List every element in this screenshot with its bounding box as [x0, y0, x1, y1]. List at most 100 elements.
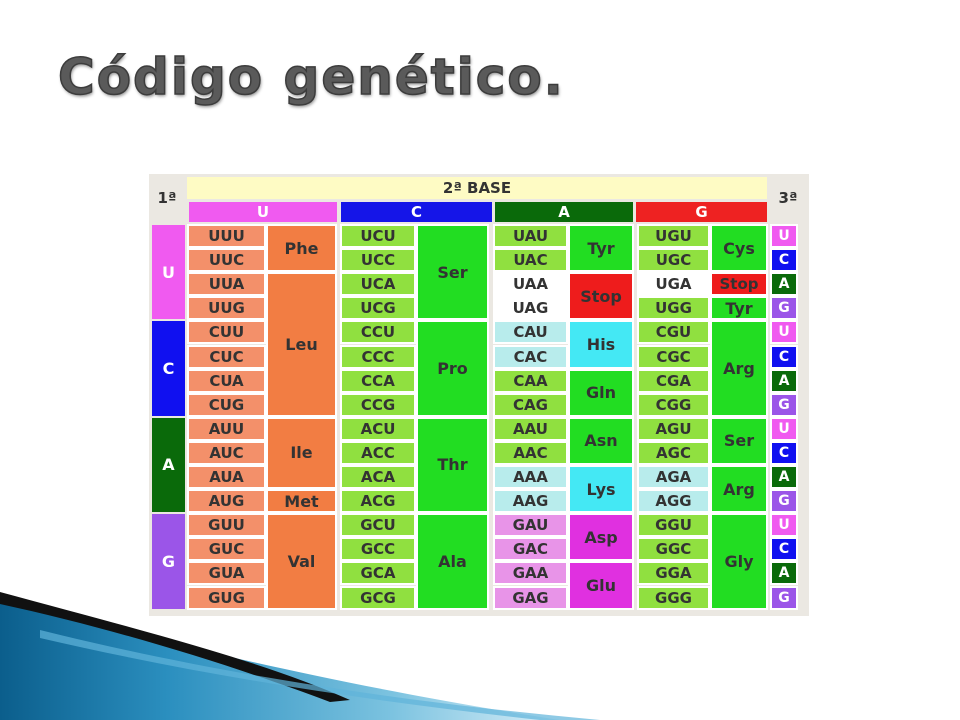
codon-agg: AGG [637, 489, 710, 514]
third-base-u: U [770, 513, 798, 538]
third-base-c: C [770, 537, 798, 562]
codon-uag: UAG [493, 296, 568, 321]
amino-acid-stop: Stop [710, 272, 768, 297]
amino-acid-ile: Ile [266, 416, 337, 490]
codon-guc: GUC [187, 537, 266, 562]
third-base-c: C [770, 344, 798, 369]
codon-gcc: GCC [340, 537, 416, 562]
codon-ucg: UCG [340, 296, 416, 321]
third-base-a: A [770, 561, 798, 586]
amino-acid-leu: Leu [266, 272, 337, 417]
codon-cag: CAG [493, 392, 568, 417]
corner-first-base: 1ª [149, 174, 185, 222]
first-base-a: A [152, 417, 185, 513]
codon-cgu: CGU [637, 320, 710, 345]
amino-acid-tyr: Tyr [710, 296, 768, 321]
third-base-u: U [770, 320, 798, 345]
third-base-g: G [770, 392, 798, 417]
codon-gcu: GCU [340, 513, 416, 538]
codon-caa: CAA [493, 368, 568, 393]
amino-acid-ala: Ala [416, 513, 489, 610]
codon-gau: GAU [493, 513, 568, 538]
codon-cgc: CGC [637, 344, 710, 369]
third-base-a: A [770, 368, 798, 393]
second-base-g: G [636, 202, 767, 222]
codon-aag: AAG [493, 489, 568, 514]
amino-acid-ser: Ser [416, 224, 489, 321]
codon-cuc: CUC [187, 344, 266, 369]
third-base-c: C [770, 440, 798, 465]
codon-uau: UAU [493, 224, 568, 249]
codon-ccc: CCC [340, 344, 416, 369]
amino-acid-lys: Lys [568, 465, 634, 514]
codon-uca: UCA [340, 272, 416, 297]
codon-ggu: GGU [637, 513, 710, 538]
third-base-a: A [770, 465, 798, 490]
codon-gag: GAG [493, 585, 568, 610]
codon-ucc: UCC [340, 248, 416, 273]
second-base-header: 2ª BASE [187, 177, 767, 199]
codon-gua: GUA [187, 561, 266, 586]
third-base-g: G [770, 489, 798, 514]
codon-gga: GGA [637, 561, 710, 586]
third-base-a: A [770, 272, 798, 297]
codon-aug: AUG [187, 489, 266, 514]
decorative-wave-graphic [0, 592, 600, 720]
codon-auu: AUU [187, 416, 266, 441]
codon-ggg: GGG [637, 585, 710, 610]
codon-cua: CUA [187, 368, 266, 393]
amino-acid-stop: Stop [568, 272, 634, 321]
codon-uuc: UUC [187, 248, 266, 273]
amino-acid-asn: Asn [568, 416, 634, 465]
codon-ucu: UCU [340, 224, 416, 249]
third-base-g: G [770, 585, 798, 610]
codon-ugu: UGU [637, 224, 710, 249]
third-base-c: C [770, 248, 798, 273]
codon-gaa: GAA [493, 561, 568, 586]
codon-cga: CGA [637, 368, 710, 393]
codon-aua: AUA [187, 465, 266, 490]
first-base-g: G [152, 514, 185, 609]
codon-ugc: UGC [637, 248, 710, 273]
amino-acid-met: Met [266, 489, 337, 514]
amino-acid-asp: Asp [568, 513, 634, 562]
codon-cca: CCA [340, 368, 416, 393]
codon-uac: UAC [493, 248, 568, 273]
codon-gcg: GCG [340, 585, 416, 610]
third-base-u: U [770, 416, 798, 441]
first-base-c: C [152, 321, 185, 416]
second-base-a: A [495, 202, 633, 222]
codon-ccg: CCG [340, 392, 416, 417]
amino-acid-glu: Glu [568, 561, 634, 610]
codon-aac: AAC [493, 440, 568, 465]
codon-guu: GUU [187, 513, 266, 538]
amino-acid-phe: Phe [266, 224, 337, 273]
codon-gca: GCA [340, 561, 416, 586]
amino-acid-arg: Arg [710, 320, 768, 417]
second-base-c: C [341, 202, 492, 222]
amino-acid-gln: Gln [568, 368, 634, 417]
amino-acid-arg: Arg [710, 465, 768, 514]
codon-uaa: UAA [493, 272, 568, 297]
codon-ccu: CCU [340, 320, 416, 345]
codon-uga: UGA [637, 272, 710, 297]
amino-acid-thr: Thr [416, 416, 489, 514]
codon-cau: CAU [493, 320, 568, 345]
third-base-u: U [770, 224, 798, 249]
codon-uug: UUG [187, 296, 266, 321]
codon-agu: AGU [637, 416, 710, 441]
amino-acid-val: Val [266, 513, 337, 610]
codon-gug: GUG [187, 585, 266, 610]
codon-cug: CUG [187, 392, 266, 417]
codon-aau: AAU [493, 416, 568, 441]
codon-ggc: GGC [637, 537, 710, 562]
codon-ugg: UGG [637, 296, 710, 321]
codon-auc: AUC [187, 440, 266, 465]
codon-aca: ACA [340, 465, 416, 490]
codon-gac: GAC [493, 537, 568, 562]
slide-title: Código genético. [57, 47, 565, 107]
amino-acid-pro: Pro [416, 320, 489, 417]
codon-cuu: CUU [187, 320, 266, 345]
second-base-u: U [189, 202, 337, 222]
amino-acid-cys: Cys [710, 224, 768, 273]
